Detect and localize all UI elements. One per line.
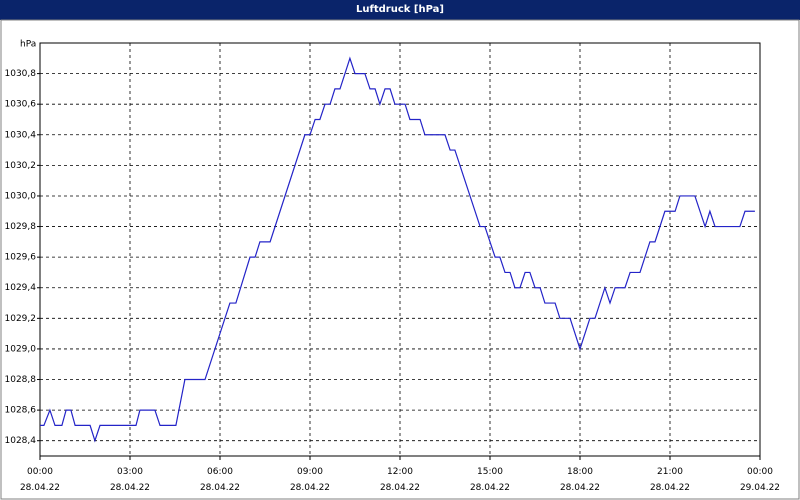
y-tick-label: 1029,6	[5, 253, 37, 263]
y-tick-label: 1029,8	[5, 222, 37, 232]
x-tick-label: 00:00 28.04.22	[19, 467, 61, 493]
x-tick-label: 03:00 28.04.22	[109, 467, 151, 493]
y-tick-label: 1029,0	[5, 344, 37, 354]
y-tick-label: 1028,4	[5, 436, 37, 446]
y-tick-label: 1030,4	[5, 130, 37, 140]
x-tick-label: 15:00 28.04.22	[469, 467, 511, 493]
y-tick-label: 1030,6	[5, 100, 37, 110]
y-tick-label: 1029,4	[5, 283, 37, 293]
x-tick-label: 18:00 28.04.22	[559, 467, 601, 493]
y-tick-label: 1030,0	[5, 191, 37, 201]
x-tick-label: 12:00 28.04.22	[379, 467, 421, 493]
data-line	[40, 56, 755, 443]
y-tick-label: 1030,8	[5, 69, 37, 79]
y-tick-label: 1028,8	[5, 375, 37, 385]
window-title: Luftdruck [hPa]	[0, 0, 800, 20]
y-tick-label: 1028,6	[5, 406, 37, 416]
x-tick-label: 00:00 29.04.22	[739, 467, 781, 493]
y-tick-label: 1030,2	[5, 161, 37, 171]
x-tick-label: 09:00 28.04.22	[289, 467, 331, 493]
y-axis-label: hPa	[20, 40, 36, 50]
x-tick-label: 21:00 28.04.22	[649, 467, 691, 493]
y-tick-label: 1029,2	[5, 314, 37, 324]
x-tick-label: 06:00 28.04.22	[199, 467, 241, 493]
